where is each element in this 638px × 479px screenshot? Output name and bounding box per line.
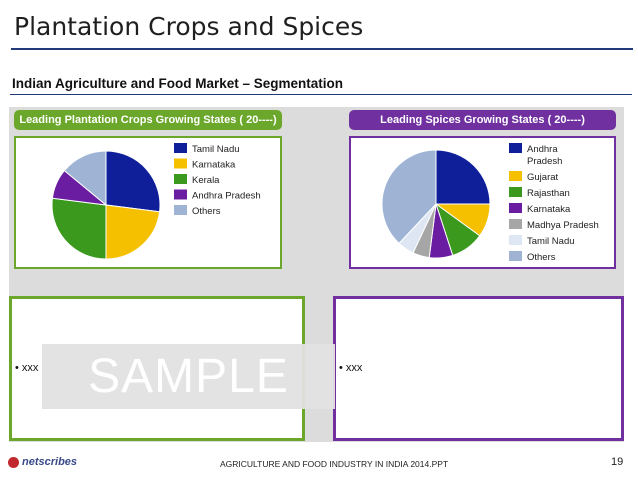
spices-chart-box: Andhra Pradesh Gujarat Rajasthan Karnataka Ma… (349, 136, 616, 269)
footer-text: AGRICULTURE AND FOOD INDUSTRY IN INDIA 2… (220, 459, 449, 469)
legend-swatch-kerala (174, 174, 187, 184)
page-number: 19 (611, 456, 624, 468)
legend-label-karnataka: Karnataka (527, 204, 571, 215)
pie-slice-karnataka (105, 204, 161, 260)
legend-swatch-andhra-pradesh (509, 143, 522, 153)
legend-label-madhya-pradesh: Madhya Pradesh (527, 220, 599, 231)
legend-label-others: Others (527, 252, 556, 263)
pie-slice-andhra-pradesh (435, 149, 491, 205)
legend-label-andhra-pradesh: Andhra Pradesh (527, 144, 562, 167)
logo-mark-icon (8, 456, 19, 468)
legend-label-others: Others (192, 206, 221, 217)
legend-label-rajasthan: Rajasthan (527, 188, 570, 199)
legend-swatch-andhra-pradesh (174, 189, 187, 200)
legend-label-tamil-nadu: Tamil Nadu (527, 236, 575, 247)
legend-swatch-others (509, 251, 522, 261)
legend-label-kerala: Kerala (192, 175, 220, 186)
spices-chart-header: Leading Spices Growing States ( 20----) (349, 110, 616, 130)
spices-notes-box: • xxx (333, 296, 624, 441)
legend-swatch-tamil-nadu (174, 143, 187, 153)
slide-title: Plantation Crops and Spices (14, 12, 364, 41)
pie-slice-tamil-nadu (105, 150, 161, 213)
pie-slice-kerala (51, 197, 107, 260)
netscribes-logo: netscribes (8, 456, 77, 468)
legend-swatch-karnataka (509, 203, 522, 213)
legend-swatch-others (174, 205, 187, 215)
plantation-chart-header: Leading Plantation Crops Growing States … (14, 110, 282, 130)
legend-label-gujarat: Gujarat (527, 172, 559, 183)
pie-slice-others (63, 150, 107, 207)
legend-swatch-madhya-pradesh (509, 219, 522, 229)
legend-swatch-karnataka (174, 158, 187, 169)
sample-watermark: SAMPLE (42, 344, 335, 409)
plantation-pie-chart: Tamil Nadu Karnataka Kerala Andhra Pradesh O… (51, 143, 261, 260)
legend-swatch-gujarat (509, 171, 522, 181)
plantation-chart-box: Tamil Nadu Karnataka Kerala Andhra Pradesh O… (14, 136, 282, 269)
logo-text: netscribes (22, 456, 78, 468)
legend-label-tamil-nadu: Tamil Nadu (192, 144, 240, 155)
title-divider (11, 48, 633, 50)
subtitle-divider (10, 94, 632, 95)
legend-swatch-rajasthan (509, 187, 522, 197)
legend-label-andhra-pradesh: Andhra Pradesh (192, 191, 261, 202)
pie-slice-others (381, 149, 437, 245)
legend-label-karnataka: Karnataka (192, 160, 236, 171)
slide-subtitle: Indian Agriculture and Food Market – Seg… (12, 76, 344, 91)
spices-pie-chart: Andhra Pradesh Gujarat Rajasthan Karnataka Ma… (381, 143, 599, 263)
plantation-bullet: • xxx (15, 362, 39, 374)
legend-swatch-tamil-nadu (509, 235, 522, 245)
spices-bullet: • xxx (339, 362, 363, 374)
